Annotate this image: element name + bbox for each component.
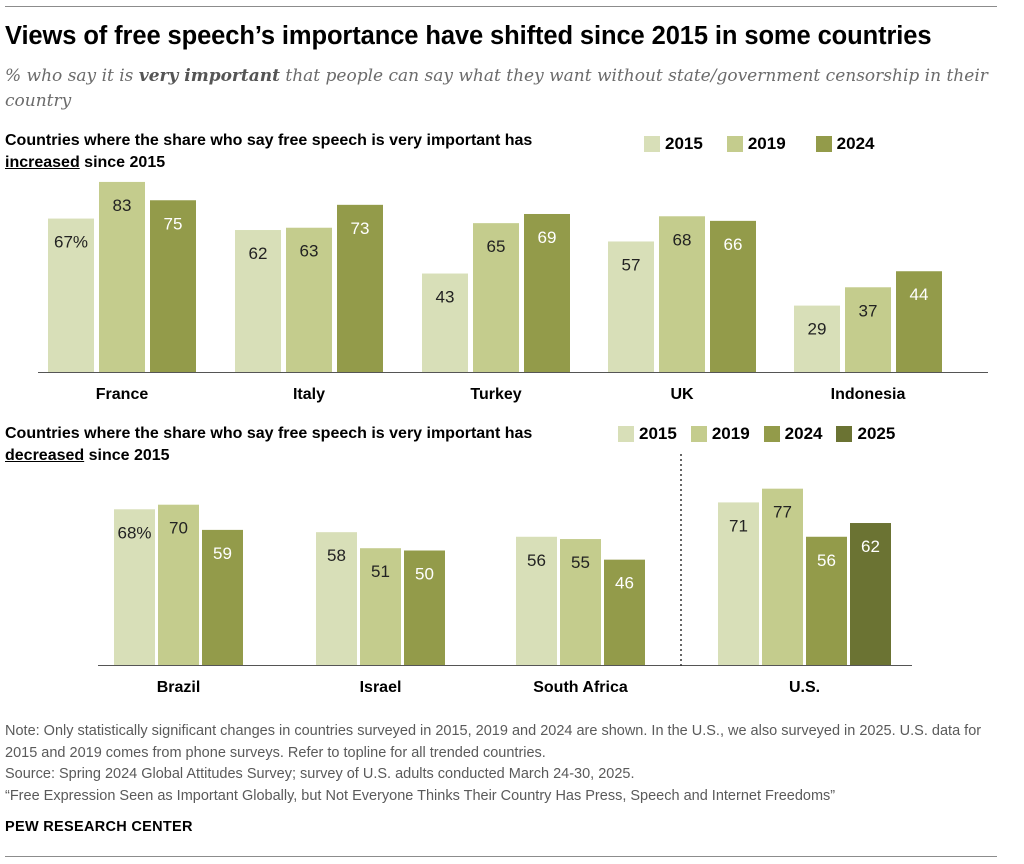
bar-israel-2019 [360, 548, 401, 665]
bar-israel-2024 [404, 550, 445, 665]
bar-italy-2015 [235, 230, 281, 372]
bar-france-2024 [150, 200, 196, 372]
legend-swatch [618, 426, 634, 442]
bar-brazil-2019 [158, 504, 199, 665]
panel-increased-title: Countries where the share who say free s… [5, 132, 533, 171]
data-label-indonesia-2024: 44 [910, 285, 929, 304]
legend-swatch [726, 136, 743, 152]
legend-item-2025: 2025 [836, 424, 895, 444]
bar-turkey-2015 [422, 273, 468, 372]
legend-item-2019: 2019 [726, 134, 786, 154]
bar-italy-2019 [286, 227, 332, 372]
chart-increased: 67% 83 75 France 62 63 73 Italy 43 65 69 Turkey 57 68… [38, 181, 988, 403]
legend-item-2024: 2024 [763, 424, 822, 444]
bar-turkey-2019 [473, 223, 519, 372]
data-label-brazil-2019: 70 [169, 519, 188, 538]
data-label-israel-2015: 58 [327, 546, 346, 565]
data-label-indonesia-2019: 37 [859, 301, 878, 320]
data-label-italy-2015: 62 [249, 244, 268, 263]
data-label-turkey-2015: 43 [436, 288, 455, 307]
data-label-brazil-2015: 68% [117, 523, 151, 542]
top-rule [5, 6, 997, 7]
data-label-u-s-2019: 77 [773, 503, 792, 522]
category-label-brazil: Brazil [157, 679, 201, 696]
bar-uk-2015 [608, 241, 654, 372]
bar-south-africa-2024 [604, 559, 645, 665]
bar-turkey-2024 [524, 213, 570, 372]
data-label-france-2024: 75 [164, 214, 183, 233]
brand-logo-text: PEW RESEARCH CENTER [5, 819, 193, 835]
data-label-south-africa-2015: 56 [527, 551, 546, 570]
category-label-france: France [96, 386, 149, 403]
legend-swatch [815, 136, 832, 152]
bar-france-2019 [99, 181, 145, 372]
data-label-indonesia-2015: 29 [808, 320, 827, 339]
notes: Note: Only statistically significant cha… [5, 721, 995, 807]
data-label-turkey-2024: 69 [538, 228, 557, 247]
bar-u-s-2024 [806, 536, 847, 665]
category-label-uk: UK [670, 386, 694, 403]
data-label-italy-2024: 73 [351, 219, 370, 238]
legend-item-2015: 2015 [618, 424, 677, 444]
bar-indonesia-2024 [896, 271, 942, 372]
bar-israel-2015 [316, 532, 357, 665]
data-label-france-2015: 67% [54, 233, 88, 252]
category-label-israel: Israel [360, 679, 402, 696]
bar-uk-2024 [710, 220, 756, 372]
panel-decreased-title: Countries where the share who say free s… [5, 425, 533, 464]
bar-u-s-2015 [718, 502, 759, 665]
bar-indonesia-2015 [794, 305, 840, 372]
bar-brazil-2015 [114, 509, 155, 665]
source-text: Source: Spring 2024 Global Attitudes Sur… [5, 766, 635, 782]
legend-swatch [644, 136, 660, 152]
report-title: “Free Expression Seen as Important Globa… [5, 787, 836, 804]
legend-swatch [836, 426, 853, 442]
category-label-u-s: U.S. [789, 679, 820, 696]
legend-decreased: 2015 2019 2024 2025 [618, 424, 909, 444]
data-label-brazil-2024: 59 [213, 544, 232, 563]
bar-u-s-2019 [762, 488, 803, 665]
legend-item-2024: 2024 [815, 134, 874, 154]
data-label-u-s-2024: 56 [817, 551, 836, 570]
legend-swatch [690, 426, 707, 442]
category-label-indonesia: Indonesia [831, 386, 906, 403]
legend-increased: 2015 2019 2024 [644, 134, 888, 154]
data-label-israel-2024: 50 [415, 565, 434, 584]
data-label-uk-2024: 66 [724, 235, 743, 254]
note-text: Note: Only statistically significant cha… [5, 723, 982, 761]
legend-item-2019: 2019 [690, 424, 750, 444]
chart-decreased: 68% 70 59 Brazil 58 51 50 Israel 56 55 46 South Afr… [98, 454, 912, 696]
bar-south-africa-2019 [560, 539, 601, 665]
legend-item-2015: 2015 [644, 134, 703, 154]
bar-brazil-2024 [202, 529, 243, 665]
data-label-israel-2019: 51 [371, 562, 390, 581]
category-label-italy: Italy [293, 386, 325, 403]
bar-south-africa-2015 [516, 536, 557, 665]
bottom-rule [5, 856, 997, 857]
bar-uk-2019 [659, 216, 705, 372]
chart-subtitle: % who say it is very important that peop… [5, 66, 988, 111]
legend-swatch [763, 426, 780, 442]
chart-title: Views of free speech’s importance have s… [5, 22, 932, 50]
data-label-south-africa-2024: 46 [615, 574, 634, 593]
bar-italy-2024 [337, 204, 383, 372]
data-label-france-2019: 83 [113, 196, 132, 215]
data-label-uk-2015: 57 [622, 255, 641, 274]
bar-indonesia-2019 [845, 287, 891, 372]
data-label-u-s-2015: 71 [729, 516, 748, 535]
data-label-italy-2019: 63 [300, 242, 319, 261]
data-label-turkey-2019: 65 [487, 237, 506, 256]
bar-france-2015 [48, 218, 94, 372]
data-label-uk-2019: 68 [673, 230, 692, 249]
category-label-south-africa: South Africa [533, 679, 628, 696]
data-label-south-africa-2019: 55 [571, 553, 590, 572]
bar-u-s-2025 [850, 523, 891, 665]
category-label-turkey: Turkey [470, 386, 521, 403]
data-label-u-s-2025: 62 [861, 537, 880, 556]
